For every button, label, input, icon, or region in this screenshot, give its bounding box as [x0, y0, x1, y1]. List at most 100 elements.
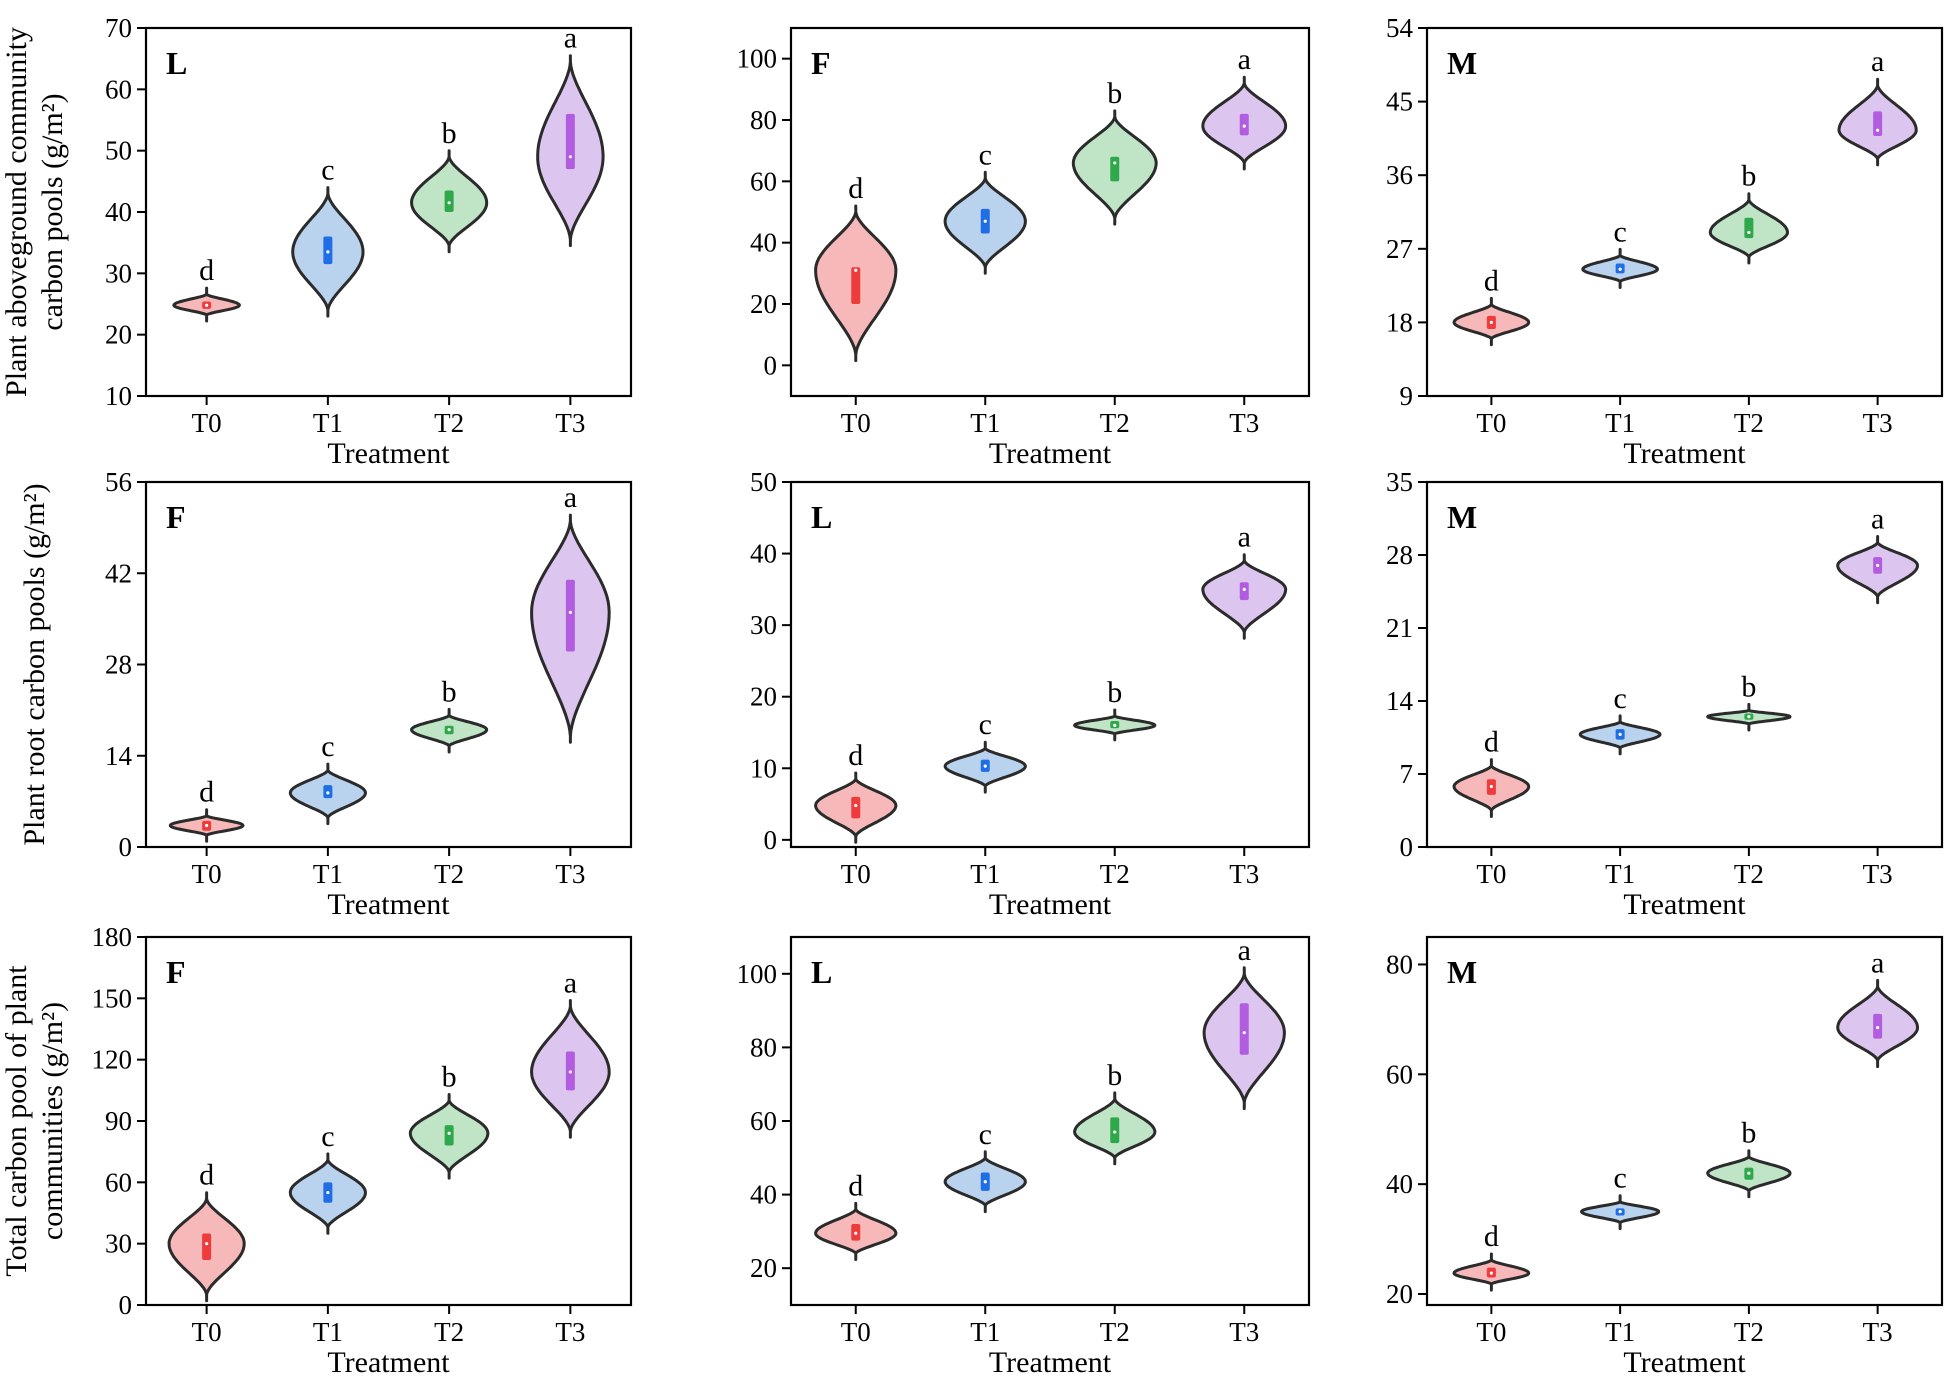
median-point-t3 [568, 155, 572, 159]
significance-letter-t0: d [1484, 726, 1499, 759]
panel-tag: F [811, 45, 831, 81]
panel-0-1: 0 20 40 60 80 100 T0 T1 T2 T3 Treatment Fd c b a [737, 26, 1311, 470]
significance-letter-t2: b [1741, 160, 1756, 193]
panel-2-0: 0 30 60 90 120 150 180 T0 T1 T2 T3 Treatment Fd c b a [92, 922, 633, 1379]
y-tick-label: 21 [1386, 613, 1413, 643]
panel-tag: F [166, 954, 186, 990]
median-point-t1 [983, 764, 987, 768]
y-tick-label: 30 [105, 258, 132, 288]
median-point-t1 [1618, 1210, 1622, 1214]
median-point-t3 [568, 610, 572, 614]
x-tick-label-t0: T0 [841, 859, 871, 889]
y-axis-label-row-1: Plant root carbon pools (g/m²) [18, 483, 51, 845]
median-point-t0 [205, 303, 209, 307]
y-tick-label: 0 [764, 350, 778, 380]
significance-letter-t1: c [1613, 215, 1626, 248]
y-tick-label: 35 [1386, 467, 1413, 497]
significance-letter-t1: c [321, 730, 334, 763]
median-point-t2 [1747, 1171, 1751, 1175]
y-tick-label: 50 [105, 136, 132, 166]
x-tick-label-t1: T1 [970, 408, 1000, 438]
x-tick-label-t3: T3 [1863, 1317, 1893, 1347]
panel-1-2: 0 7 14 21 28 35 T0 T1 T2 T3 Treatment Md c b a [1386, 467, 1944, 921]
significance-letter-t1: c [1613, 1162, 1626, 1195]
y-axis-label-row-2: communities (g/m²) [36, 1002, 69, 1240]
median-point-t0 [1489, 320, 1493, 324]
significance-letter-t1: c [321, 154, 334, 187]
y-tick-label: 60 [750, 166, 777, 196]
median-point-t2 [1113, 161, 1117, 165]
panel-tag: L [811, 499, 832, 535]
iqr-bar-t0 [202, 1233, 212, 1261]
y-tick-label: 20 [105, 320, 132, 350]
plot-frame [789, 26, 1311, 398]
iqr-bar-t3 [565, 113, 575, 170]
x-tick-label-t1: T1 [1605, 859, 1635, 889]
significance-letter-t2: b [1107, 676, 1122, 709]
y-tick-label: 180 [92, 922, 133, 952]
y-tick-label: 60 [750, 1106, 777, 1136]
y-tick-label: 60 [105, 74, 132, 104]
y-tick-label: 40 [750, 1180, 777, 1210]
significance-letter-t3: a [1871, 502, 1884, 535]
significance-letter-t0: d [199, 254, 214, 287]
y-tick-label: 36 [1386, 160, 1413, 190]
panel-0-0: 10 20 30 40 50 60 70 T0 T1 T2 T3 Treatment Ld c b a [105, 13, 633, 470]
significance-letter-t1: c [979, 1118, 992, 1151]
y-tick-label: 50 [750, 467, 777, 497]
x-tick-label-t3: T3 [1229, 1317, 1259, 1347]
significance-letter-t1: c [979, 138, 992, 171]
x-tick-label-t3: T3 [1229, 408, 1259, 438]
median-point-t0 [854, 803, 858, 808]
iqr-bar-t2 [1744, 217, 1754, 239]
significance-letter-t0: d [199, 776, 214, 809]
panel-tag: L [166, 45, 187, 81]
y-tick-label: 14 [105, 741, 133, 771]
y-tick-label: 120 [92, 1045, 133, 1075]
y-tick-label: 0 [764, 825, 778, 855]
median-point-t2 [1747, 230, 1751, 235]
median-point-t1 [1618, 267, 1622, 271]
y-tick-label: 18 [1386, 307, 1413, 337]
y-tick-label: 90 [105, 1106, 132, 1136]
x-axis-label: Treatment [989, 437, 1112, 470]
x-tick-label-t3: T3 [555, 408, 585, 438]
y-tick-label: 80 [750, 105, 777, 135]
median-point-t0 [854, 1231, 858, 1235]
x-tick-label-t0: T0 [192, 408, 222, 438]
x-axis-label: Treatment [989, 888, 1112, 921]
y-tick-label: 42 [105, 558, 132, 588]
x-tick-label-t0: T0 [1476, 859, 1506, 889]
y-tick-label: 70 [105, 13, 132, 43]
median-point-t0 [1489, 784, 1493, 789]
y-tick-label: 20 [750, 289, 777, 319]
median-point-t2 [1113, 723, 1117, 727]
median-point-t2 [447, 728, 451, 732]
x-tick-label-t1: T1 [1605, 408, 1635, 438]
x-axis-label: Treatment [327, 888, 450, 921]
y-tick-label: 20 [750, 682, 777, 712]
x-tick-label-t3: T3 [555, 859, 585, 889]
significance-letter-t2: b [1107, 1059, 1122, 1092]
x-axis-label: Treatment [327, 437, 450, 470]
y-tick-label: 10 [750, 753, 777, 783]
x-tick-label-t2: T2 [1100, 1317, 1130, 1347]
x-tick-label-t0: T0 [841, 408, 871, 438]
iqr-bar-t3 [565, 579, 575, 652]
panel-1-0: 0 14 28 42 56 T0 T1 T2 T3 Treatment Fd c b a [105, 467, 633, 921]
median-point-t1 [326, 791, 330, 795]
significance-letter-t3: a [1238, 934, 1251, 967]
plot-frame [1425, 935, 1944, 1307]
median-point-t1 [326, 1190, 330, 1195]
median-point-t3 [1876, 1026, 1880, 1030]
median-point-t3 [1876, 128, 1880, 132]
x-tick-label-t0: T0 [192, 1317, 222, 1347]
median-point-t0 [854, 268, 858, 272]
panel-tag: F [166, 499, 186, 535]
median-point-t3 [1876, 563, 1880, 568]
x-tick-label-t3: T3 [1863, 859, 1893, 889]
y-tick-label: 100 [737, 959, 778, 989]
iqr-bar-t3 [1239, 1003, 1249, 1055]
panel-tag: M [1447, 45, 1477, 81]
